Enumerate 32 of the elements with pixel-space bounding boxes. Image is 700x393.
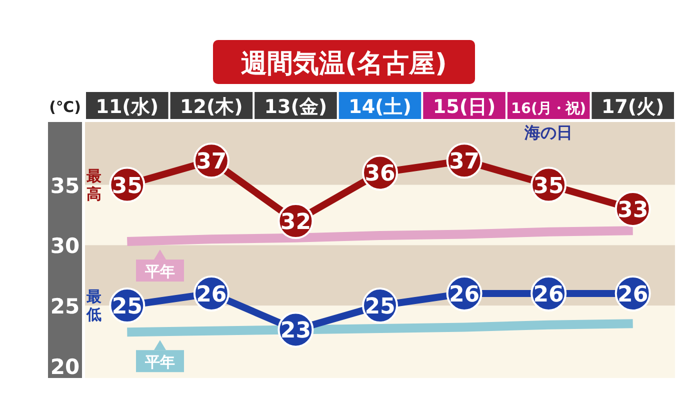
data-label: 25 [112,294,142,320]
data-label: 37 [448,150,480,175]
x-tick-label: 11(水) [96,96,159,118]
y-axis-title: (℃) [49,98,81,116]
x-tick-label: 12(木) [180,96,243,118]
data-label: 35 [533,174,564,199]
x-tick-label: 13(金) [264,96,328,118]
data-label: 36 [364,162,396,187]
series-label: 最低 [86,288,102,324]
data-label: 26 [618,282,648,308]
data-label: 26 [533,282,564,308]
y-tick-label: 25 [50,294,80,319]
annotation: 海の日 [524,123,573,142]
data-label: 26 [196,282,227,308]
x-tick-label: 15(日) [432,96,496,118]
data-label: 37 [196,150,227,175]
data-label: 35 [112,174,142,199]
x-tick-label: 16(月・祝) [511,100,586,117]
legend-label: 平年 [144,353,175,372]
x-tick-label: 14(土) [348,96,412,118]
chart-title: 週間気温(名古屋) [241,49,447,79]
y-tick-label: 20 [50,354,80,379]
data-label: 26 [448,282,480,308]
legend-label: 平年 [144,262,175,281]
y-tick-label: 35 [50,174,80,198]
series-label: 最高 [86,166,102,203]
data-label: 33 [618,198,648,223]
x-tick-label: 17(火) [601,96,664,118]
data-label: 23 [280,318,312,344]
data-label: 32 [280,210,312,236]
data-label: 25 [364,294,396,320]
y-tick-label: 30 [50,234,80,258]
